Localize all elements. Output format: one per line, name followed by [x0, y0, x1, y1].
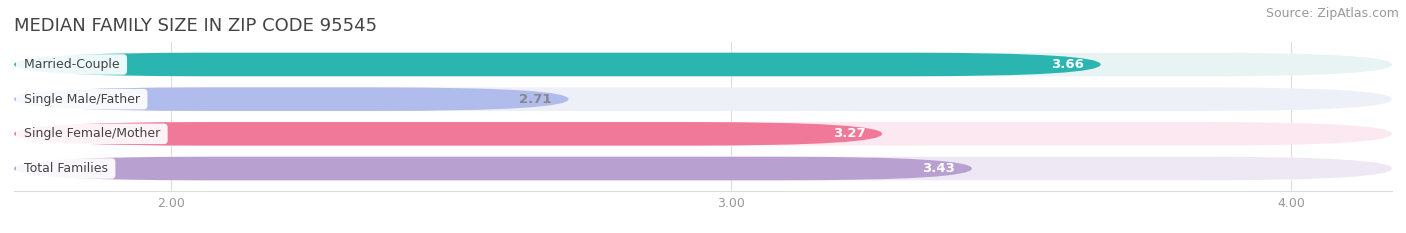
FancyBboxPatch shape — [14, 87, 568, 111]
Text: 2.71: 2.71 — [519, 93, 551, 106]
Text: MEDIAN FAMILY SIZE IN ZIP CODE 95545: MEDIAN FAMILY SIZE IN ZIP CODE 95545 — [14, 17, 377, 35]
Text: 3.66: 3.66 — [1052, 58, 1084, 71]
FancyBboxPatch shape — [14, 157, 972, 180]
Text: Married-Couple: Married-Couple — [20, 58, 124, 71]
Text: Source: ZipAtlas.com: Source: ZipAtlas.com — [1265, 7, 1399, 20]
FancyBboxPatch shape — [14, 157, 1392, 180]
FancyBboxPatch shape — [14, 122, 1392, 146]
Text: 3.43: 3.43 — [922, 162, 955, 175]
Text: Single Female/Mother: Single Female/Mother — [20, 127, 165, 140]
FancyBboxPatch shape — [14, 53, 1101, 76]
Text: 3.27: 3.27 — [832, 127, 866, 140]
FancyBboxPatch shape — [14, 53, 1392, 76]
FancyBboxPatch shape — [14, 87, 1392, 111]
Text: Single Male/Father: Single Male/Father — [20, 93, 143, 106]
FancyBboxPatch shape — [14, 122, 882, 146]
Text: Total Families: Total Families — [20, 162, 111, 175]
